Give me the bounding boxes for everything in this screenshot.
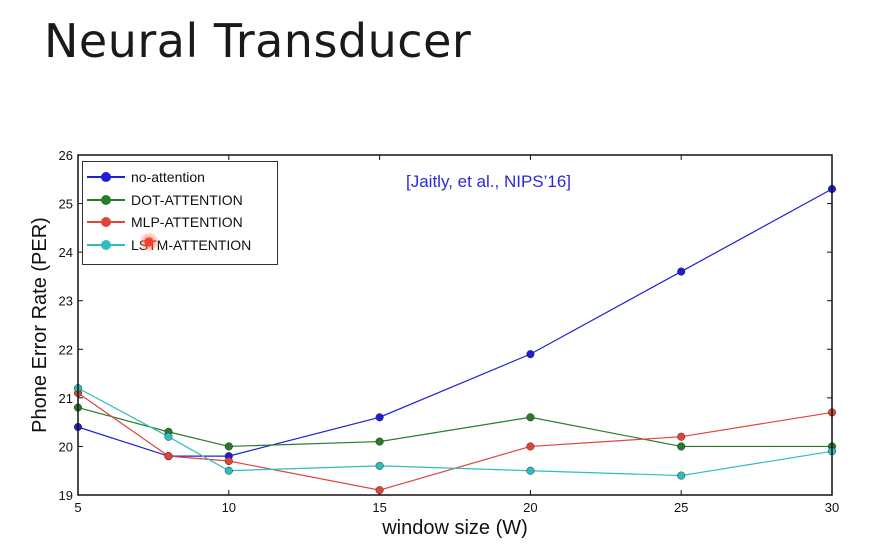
- x-tick-label: 20: [523, 500, 537, 515]
- legend-swatch: [83, 235, 127, 255]
- data-point-dot-attention: [526, 413, 535, 422]
- legend-item: DOT-ATTENTION: [83, 190, 243, 210]
- x-tick-label: 5: [74, 500, 81, 515]
- x-tick-label: 30: [825, 500, 839, 515]
- data-point-mlp-attention: [375, 486, 384, 495]
- series-dot-attention: [73, 403, 837, 451]
- x-tick-label: 25: [674, 500, 688, 515]
- legend-item: LSTM-ATTENTION: [83, 235, 251, 255]
- legend-swatch: [83, 167, 127, 187]
- data-point-mlp-attention: [677, 432, 686, 441]
- legend-item: MLP-ATTENTION: [83, 212, 243, 232]
- series-line-mlp-attention: [77, 392, 833, 491]
- data-point-dot-attention: [224, 442, 233, 451]
- citation-label: [Jaitly, et al., NIPS’16]: [406, 172, 572, 191]
- data-point-lstm-attention: [164, 432, 173, 441]
- legend-swatch: [83, 190, 127, 210]
- data-point-no-attention: [677, 267, 686, 276]
- y-tick-label: 26: [59, 148, 73, 163]
- data-point-lstm-attention: [375, 461, 384, 470]
- cursor-pointer-icon: [139, 232, 159, 252]
- data-point-lstm-attention: [224, 466, 233, 475]
- chart-legend: no-attention DOT-ATTENTION MLP-ATTENTION LS…: [82, 161, 278, 265]
- y-tick-label: 25: [59, 197, 73, 212]
- series-line-dot-attention: [77, 406, 832, 448]
- y-tick-label: 20: [59, 439, 73, 454]
- y-tick-label: 19: [59, 488, 73, 503]
- x-tick-label: 10: [222, 500, 236, 515]
- y-tick-label: 22: [59, 342, 73, 357]
- legend-label: LSTM-ATTENTION: [131, 236, 252, 253]
- x-tick-label: 15: [372, 500, 386, 515]
- legend-item: no-attention: [83, 167, 205, 187]
- y-tick-label: 23: [59, 294, 73, 309]
- legend-label: DOT-ATTENTION: [131, 191, 243, 208]
- y-tick-label: 24: [59, 245, 73, 260]
- data-point-no-attention: [526, 350, 535, 359]
- legend-label: no-attention: [131, 169, 205, 185]
- legend-label: MLP-ATTENTION: [131, 214, 243, 230]
- legend-swatch: [83, 212, 127, 232]
- data-point-dot-attention: [375, 437, 384, 446]
- x-axis-label: window size (W): [381, 517, 528, 539]
- series-mlp-attention: [73, 389, 837, 495]
- data-point-mlp-attention: [224, 457, 233, 466]
- data-point-mlp-attention: [526, 442, 535, 451]
- series-line-lstm-attention: [77, 387, 833, 477]
- y-axis-label: Phone Error Rate (PER): [29, 217, 51, 433]
- data-point-lstm-attention: [677, 471, 686, 480]
- data-point-dot-attention: [677, 442, 686, 451]
- series-lstm-attention: [73, 384, 837, 480]
- data-point-mlp-attention: [164, 452, 173, 461]
- data-point-lstm-attention: [526, 466, 535, 475]
- y-tick-label: 21: [59, 391, 73, 406]
- data-point-no-attention: [375, 413, 384, 422]
- plot-frame: [77, 154, 833, 496]
- slide-title: Neural Transducer: [44, 14, 472, 68]
